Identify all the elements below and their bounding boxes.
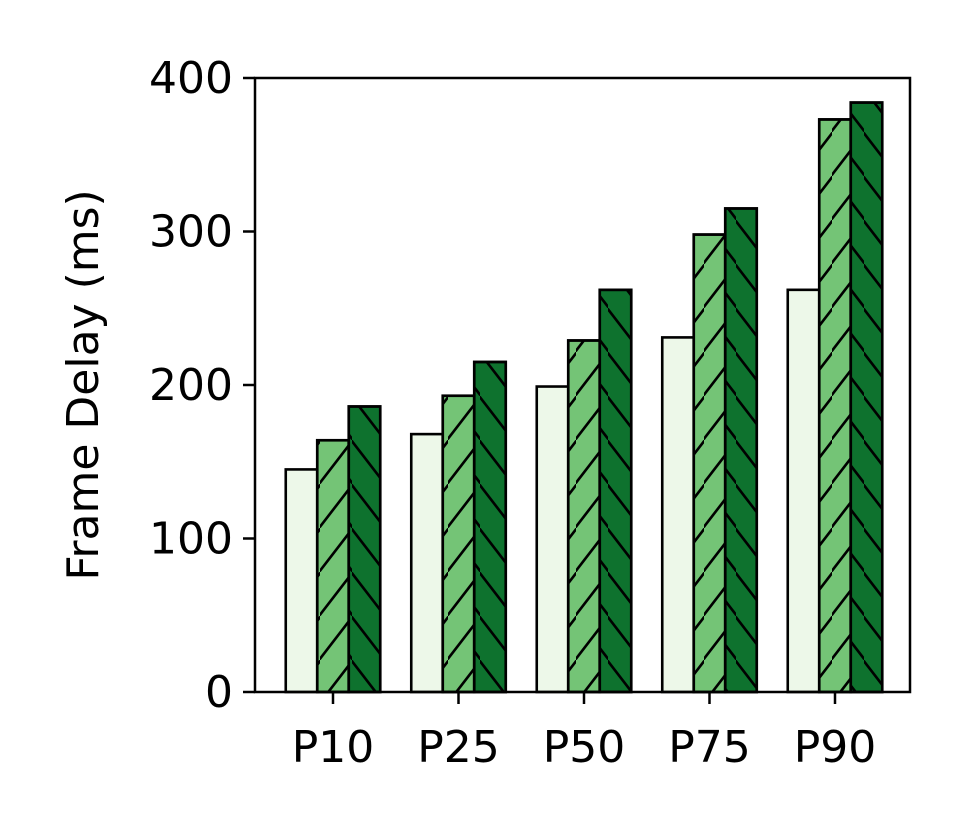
- x-tick-label: P75: [668, 722, 751, 773]
- bar-p10-series-1: [284, 468, 319, 694]
- y-tick-label: 0: [205, 667, 233, 718]
- bar-p75-series-1: [660, 336, 696, 694]
- bar-hatch-p10-series-2: [315, 438, 351, 694]
- x-tick-label: P90: [794, 722, 877, 773]
- x-tick-label: P50: [543, 722, 626, 773]
- y-tick-label: 100: [149, 514, 233, 565]
- bar-hatch-p75-series-3: [723, 207, 759, 694]
- y-tick-label: 400: [149, 53, 233, 104]
- bar-hatch-p90-series-2: [817, 118, 853, 694]
- bar-hatch-p50-series-3: [598, 288, 633, 694]
- bar-hatch-p10-series-3: [347, 405, 382, 694]
- bar-hatch-p25-series-3: [472, 360, 508, 694]
- x-tick-label: P10: [292, 722, 375, 773]
- y-tick-label: 300: [149, 207, 233, 258]
- bar-hatch-p75-series-2: [692, 233, 727, 694]
- y-tick-label: 200: [149, 360, 233, 411]
- bar-hatch-p90-series-3: [849, 101, 884, 694]
- bar-p50-series-1: [535, 385, 570, 694]
- bar-hatch-p25-series-2: [441, 394, 476, 694]
- bar-p90-series-1: [786, 288, 821, 694]
- bar-hatch-p50-series-2: [566, 339, 602, 694]
- y-axis-label: Frame Delay (ms): [58, 189, 109, 580]
- x-tick-label: P25: [417, 722, 500, 773]
- plot-area-frame: [253, 76, 912, 694]
- bar-p25-series-1: [409, 432, 445, 694]
